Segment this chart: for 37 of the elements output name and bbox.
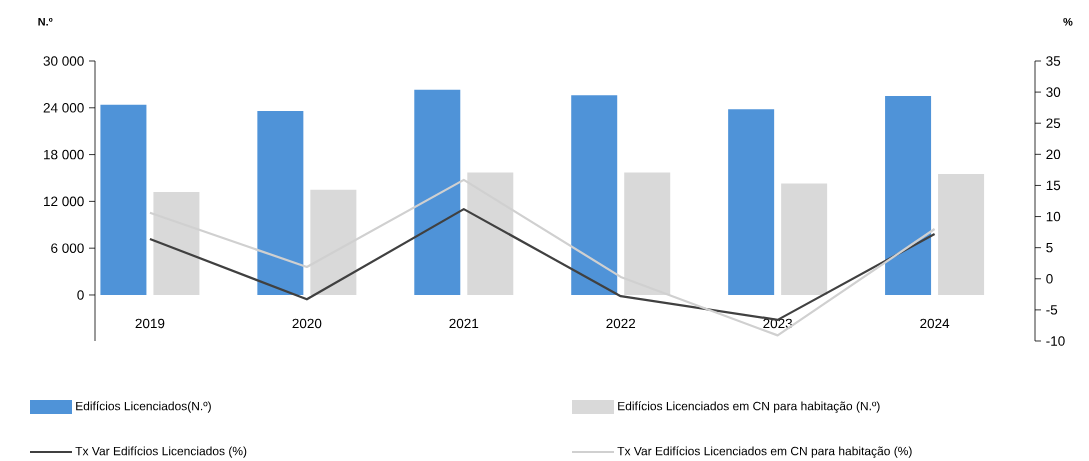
y2-tick-label: -5: [1046, 305, 1058, 315]
y-tick-label: 0: [77, 290, 84, 300]
legend-label: Edifícios Licenciados(N.º): [76, 401, 211, 413]
bar: [153, 192, 200, 295]
y2-tick-label: 20: [1046, 149, 1061, 160]
y-tick-label: 12 000: [44, 196, 84, 207]
y2-tick-label: 0: [1046, 274, 1053, 284]
y2-tick-label: -10: [1046, 336, 1065, 346]
y-tick-label: 30 000: [43, 56, 84, 66]
bar: [885, 96, 932, 295]
x-tick-label: 2022: [606, 318, 636, 329]
legend-label: Tx Var Edifícios Licenciados (%): [75, 446, 247, 458]
bar: [310, 189, 357, 295]
y-axis-title: N.º: [38, 17, 53, 26]
legend-label: Edifícios Licenciados em CN para habitação (N.º): [618, 401, 880, 413]
bar: [571, 95, 618, 295]
y-tick-label: 18 000: [44, 149, 84, 160]
y-tick-label: 24 000: [43, 103, 84, 113]
y2-tick-label: 5: [1046, 242, 1053, 253]
y2-tick-label: 35: [1046, 56, 1061, 66]
bar: [257, 110, 304, 295]
x-tick-label: 2020: [292, 318, 322, 329]
y2-tick-label: 10: [1046, 211, 1061, 222]
bar: [414, 89, 461, 295]
y2-tick-label: 15: [1046, 180, 1061, 191]
bar: [100, 104, 147, 295]
x-tick-label: 2021: [449, 318, 479, 329]
x-tick-label: 2019: [135, 318, 165, 329]
y2-axis-title: %: [1063, 17, 1073, 26]
x-tick-label: 2024: [920, 318, 950, 329]
y2-tick-label: 25: [1046, 118, 1061, 128]
bar: [781, 183, 828, 295]
y-tick-label: 6 000: [51, 243, 84, 253]
y2-tick-label: 30: [1046, 87, 1061, 97]
legend-label: Tx Var Edifícios Licenciados em CN para habitação (%): [617, 446, 912, 458]
bar: [938, 174, 985, 295]
bar: [728, 109, 775, 295]
